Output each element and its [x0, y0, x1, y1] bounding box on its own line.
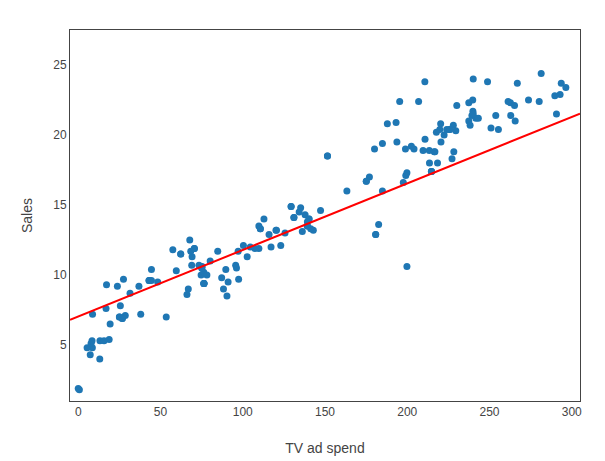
svg-text:300: 300	[562, 405, 582, 419]
svg-text:15: 15	[53, 198, 67, 212]
svg-text:50: 50	[154, 405, 168, 419]
svg-text:TV ad spend: TV ad spend	[285, 440, 364, 456]
svg-text:0: 0	[75, 405, 82, 419]
svg-text:10: 10	[53, 268, 67, 282]
svg-text:250: 250	[480, 405, 500, 419]
svg-text:25: 25	[53, 58, 67, 72]
svg-text:20: 20	[53, 128, 67, 142]
svg-text:5: 5	[60, 338, 67, 352]
svg-text:200: 200	[397, 405, 417, 419]
svg-text:150: 150	[315, 405, 335, 419]
svg-text:100: 100	[233, 405, 253, 419]
svg-text:Sales: Sales	[19, 198, 35, 233]
